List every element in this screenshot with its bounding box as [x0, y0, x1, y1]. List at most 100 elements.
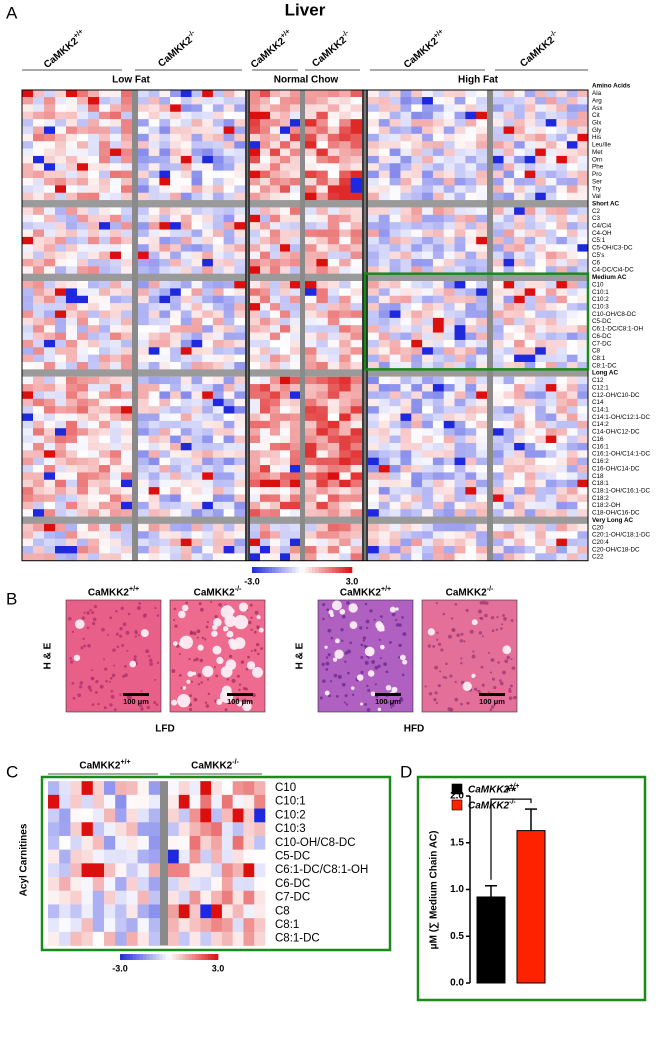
colorbar-segment	[152, 954, 157, 960]
heatmap-cell	[545, 317, 557, 326]
heatmap-cell	[250, 251, 261, 260]
heatmap-cell	[465, 119, 477, 127]
heatmap-cell	[577, 236, 589, 245]
heatmap-cell	[22, 479, 34, 488]
heatmap-cell	[121, 450, 133, 458]
heatmap-cell	[290, 546, 301, 554]
heatmap-cell	[327, 523, 340, 532]
heatmap-cell	[88, 155, 100, 164]
heatmap-cell	[202, 332, 214, 341]
heatmap-cell	[170, 472, 182, 481]
heatmap-cell	[66, 163, 78, 171]
heatmap-cell	[110, 435, 122, 444]
heatmap-cell	[535, 406, 547, 414]
heatmap-cell	[66, 509, 78, 517]
heatmap-cell	[121, 406, 133, 414]
heatmap-cell	[524, 266, 536, 274]
heatmap-cell	[180, 266, 192, 274]
row-label: C4-OH	[592, 230, 612, 237]
heatmap-cell	[400, 89, 412, 98]
heatmap-cell	[493, 111, 504, 120]
heatmap-cell	[400, 501, 412, 510]
heatmap-cell	[223, 178, 235, 186]
heatmap-cell	[476, 531, 488, 539]
nucleus	[506, 655, 511, 660]
heatmap-cell	[159, 192, 171, 201]
heatmap-cell	[566, 472, 578, 481]
heatmap-cell	[535, 339, 547, 348]
heatmap-cell	[514, 391, 525, 400]
heatmap-cell	[389, 472, 401, 481]
heatmap-cell	[126, 822, 138, 837]
nucleus	[115, 609, 118, 613]
heatmap-cell	[280, 494, 291, 503]
vacuole	[242, 701, 252, 712]
heatmap-cell	[432, 207, 445, 216]
vacuole	[471, 619, 478, 626]
heatmap-cell	[126, 877, 138, 892]
heatmap-cell	[524, 310, 536, 319]
nucleus	[393, 699, 397, 703]
heatmap-cell	[77, 170, 89, 179]
heatmap-cell	[138, 501, 149, 510]
heatmap-cell	[411, 546, 423, 554]
heatmap-cell	[81, 877, 94, 892]
heatmap-cell	[234, 97, 246, 105]
heatmap-cell	[327, 531, 340, 539]
heatmap-cell	[305, 538, 317, 547]
vacuole	[178, 641, 184, 647]
heatmap-cell	[432, 398, 445, 407]
heatmap-cell	[476, 251, 488, 260]
heatmap-cell	[327, 457, 340, 466]
heatmap-cell	[270, 295, 281, 304]
heatmap-cell	[290, 457, 301, 466]
nucleus	[176, 644, 180, 648]
heatmap-cell	[514, 487, 525, 495]
heatmap-cell	[316, 398, 329, 407]
heatmap-cell	[443, 354, 455, 363]
nucleus	[449, 674, 453, 678]
heatmap-cell	[223, 553, 235, 562]
heatmap-cell	[55, 133, 67, 142]
heatmap-cell	[180, 281, 192, 289]
legend-swatch	[451, 799, 463, 811]
heatmap-cell	[243, 849, 255, 864]
heatmap-cell	[422, 126, 434, 135]
heatmap-cell	[88, 89, 100, 98]
heatmap-cell	[92, 877, 105, 892]
nucleus	[481, 683, 485, 687]
heatmap-cell	[55, 376, 67, 385]
heatmap-cell	[327, 347, 340, 355]
heatmap-cell	[77, 317, 89, 326]
colorbar-segment	[282, 567, 286, 573]
heatmap-cell	[454, 420, 466, 429]
heatmap-cell	[577, 258, 589, 267]
heatmap-cell	[454, 163, 466, 171]
heatmap-cell	[33, 229, 45, 238]
heatmap-cell	[260, 501, 271, 510]
heatmap-cell	[202, 119, 214, 127]
heatmap-cell	[339, 435, 351, 444]
heatmap-cell	[180, 185, 192, 194]
heatmap-cell	[159, 332, 171, 341]
heatmap-cell	[493, 178, 504, 186]
heatmap-cell	[577, 133, 589, 142]
heatmap-cell	[55, 531, 67, 539]
heatmap-cell	[121, 251, 133, 260]
scale-bar-label: 100 μm	[479, 697, 505, 706]
heatmap-cell	[493, 155, 504, 164]
heatmap-cell	[493, 465, 504, 473]
nucleus	[87, 643, 91, 648]
heatmap-cell	[148, 835, 161, 850]
heatmap-cell	[577, 494, 589, 503]
heatmap-cell	[465, 214, 477, 223]
heatmap-cell	[400, 354, 412, 363]
heatmap-cell	[99, 229, 111, 238]
heatmap-cell	[493, 553, 504, 562]
heatmap-cell	[514, 442, 525, 451]
heatmap-cell	[524, 155, 536, 164]
heatmap-cell	[432, 479, 445, 488]
heatmap-cell	[170, 133, 182, 142]
nucleus	[481, 635, 484, 638]
heatmap-cell	[327, 97, 340, 105]
